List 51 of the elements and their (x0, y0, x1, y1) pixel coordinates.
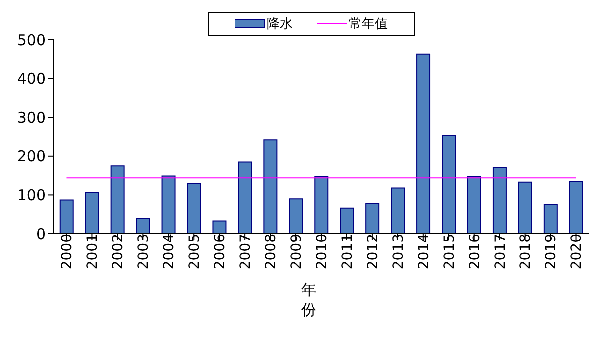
bar (467, 176, 482, 234)
x-tick-label: 2003 (136, 234, 152, 270)
bar (85, 192, 100, 234)
bar (212, 220, 227, 234)
x-tick-label: 2004 (162, 234, 178, 270)
bar (544, 204, 558, 234)
bar (238, 162, 252, 234)
x-tick-label: 2017 (492, 234, 509, 270)
x-axis-title: 年份 (300, 280, 318, 320)
x-tick-label: 2015 (442, 234, 458, 270)
bar (442, 134, 456, 234)
x-tick-label: 2016 (467, 234, 484, 270)
bar (366, 203, 380, 234)
bar (340, 208, 354, 234)
bar (492, 167, 507, 234)
x-tick-label: 2019 (544, 234, 560, 270)
bar (569, 181, 584, 234)
bar (314, 176, 329, 234)
y-tick-label: 400 (17, 70, 46, 88)
x-tick-label: 2013 (390, 234, 407, 270)
legend-label: 常年值 (349, 16, 388, 33)
bar (264, 140, 278, 234)
x-tick-label: 2008 (263, 234, 280, 270)
x-tick-label: 2005 (187, 234, 204, 270)
y-tick-label: 500 (17, 31, 46, 50)
y-tick-label: 100 (17, 186, 46, 205)
x-tick-label: 2010 (314, 234, 330, 270)
x-tick-label: 2011 (340, 234, 356, 270)
bar (289, 198, 304, 234)
bar (136, 218, 150, 234)
x-tick-label: 2012 (365, 234, 382, 270)
y-tick-label: 200 (17, 148, 46, 166)
bar (187, 183, 202, 234)
x-tick-label: 2020 (569, 234, 586, 270)
x-tick-label: 2000 (60, 234, 76, 270)
bar (391, 188, 406, 234)
x-tick-label: 2001 (85, 234, 102, 270)
bar (162, 176, 176, 234)
bar (416, 54, 431, 234)
bar (110, 166, 125, 234)
x-tick-label: 2002 (110, 234, 127, 270)
x-tick-label: 2009 (288, 234, 305, 270)
x-tick-label: 2007 (238, 234, 254, 270)
y-tick-label: 0 (36, 225, 46, 244)
legend-label: 降水 (267, 16, 293, 33)
bar (518, 182, 532, 234)
x-tick-label: 2018 (518, 234, 534, 270)
x-tick-label: 2014 (416, 234, 432, 270)
bar (60, 200, 74, 234)
x-tick-label: 2006 (212, 234, 229, 270)
y-tick-label: 300 (17, 108, 46, 127)
